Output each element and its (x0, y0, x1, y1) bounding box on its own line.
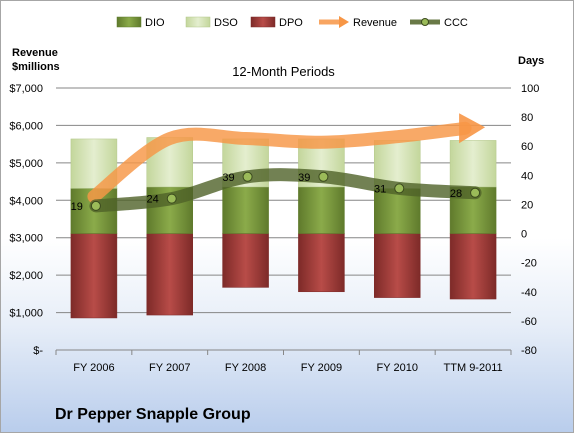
y-left-tick-label: $4,000 (9, 195, 43, 207)
ccc-point (318, 171, 329, 182)
ccc-data-label: 31 (374, 183, 386, 195)
y-left-tick-label: $5,000 (9, 158, 43, 170)
x-tick-label: FY 2010 (377, 362, 418, 374)
y-left-tick-label: $6,000 (9, 120, 43, 132)
y-left-tick-label: $1,000 (9, 308, 43, 320)
bar-dpo (449, 233, 497, 300)
legend-label-dpo: DPO (279, 17, 303, 29)
bar-dpo (298, 233, 345, 293)
ccc-data-label: 28 (450, 188, 462, 200)
chart-title: 12-Month Periods (232, 64, 335, 79)
y-left-label-line1: Revenue (12, 47, 58, 59)
y-right-tick-label: -80 (521, 345, 537, 357)
y-right-tick-label: -60 (521, 316, 537, 328)
revenue-line (87, 121, 472, 204)
ccc-data-label: 39 (222, 172, 234, 184)
legend-label-revenue: Revenue (353, 17, 397, 29)
y-right-tick-label: 100 (521, 83, 539, 95)
bar-dpo (374, 233, 421, 298)
ccc-line (89, 168, 482, 213)
bar-dso (449, 140, 497, 188)
ccc-data-label: 24 (147, 194, 159, 206)
y-left-label-line2: $millions (12, 61, 60, 73)
ccc-point (242, 171, 253, 182)
y-right-tick-label: 0 (521, 229, 527, 241)
legend-arrowhead-revenue (339, 16, 349, 28)
ccc-data-label: 19 (71, 201, 83, 213)
x-tick-label: FY 2007 (149, 362, 190, 374)
legend-label-dso: DSO (214, 17, 238, 29)
bar-dpo (146, 233, 193, 316)
ccc-point (394, 183, 405, 194)
bar-dpo (70, 233, 118, 319)
legend-dot-ccc (421, 18, 429, 26)
y-right-tick-label: -40 (521, 287, 537, 299)
x-tick-label: TTM 9-2011 (444, 362, 503, 374)
ccc-data-label: 39 (298, 172, 310, 184)
y-right-tick-label: -20 (521, 258, 537, 270)
legend-swatch-dio (116, 16, 142, 28)
legend-swatch-dso (185, 16, 211, 28)
y-right-tick-label: 80 (521, 112, 533, 124)
bar-dio (222, 186, 269, 234)
ccc-point (90, 200, 101, 211)
x-tick-label: FY 2008 (225, 362, 266, 374)
revenue-arrowhead (459, 113, 486, 144)
y-right-label: Days (518, 55, 544, 67)
y-left-tick-label: $7,000 (9, 83, 43, 95)
ccc-point (470, 187, 481, 198)
x-tick-label: FY 2009 (301, 362, 342, 374)
company-name: Dr Pepper Snapple Group (55, 406, 251, 423)
y-left-tick-label: $2,000 (9, 270, 43, 282)
ccc-point (166, 193, 177, 204)
y-right-tick-label: 40 (521, 170, 533, 182)
legend-label-dio: DIO (145, 17, 165, 29)
y-right-tick-label: 20 (521, 199, 533, 211)
y-left-tick-label: $- (33, 345, 43, 357)
legend-label-ccc: CCC (444, 17, 468, 29)
legend-swatch-dpo (250, 16, 276, 28)
y-left-tick-label: $3,000 (9, 233, 43, 245)
y-right-tick-label: 60 (521, 141, 533, 153)
bar-dpo (222, 233, 269, 288)
bar-dio (298, 186, 345, 234)
x-tick-label: FY 2006 (73, 362, 114, 374)
